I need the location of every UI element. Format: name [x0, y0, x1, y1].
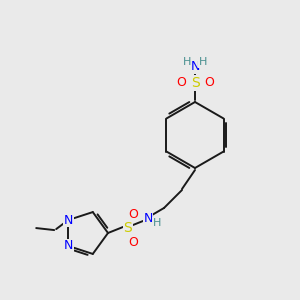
- Text: S: S: [124, 221, 132, 235]
- Text: N: N: [190, 61, 200, 74]
- Text: S: S: [190, 76, 200, 90]
- Text: H: H: [153, 218, 161, 228]
- Text: N: N: [143, 212, 153, 224]
- Text: N: N: [64, 239, 73, 252]
- Text: O: O: [128, 208, 138, 220]
- Text: O: O: [176, 76, 186, 89]
- Text: H: H: [183, 57, 191, 67]
- Text: H: H: [199, 57, 207, 67]
- Text: N: N: [64, 214, 73, 226]
- Text: O: O: [128, 236, 138, 248]
- Text: O: O: [204, 76, 214, 89]
